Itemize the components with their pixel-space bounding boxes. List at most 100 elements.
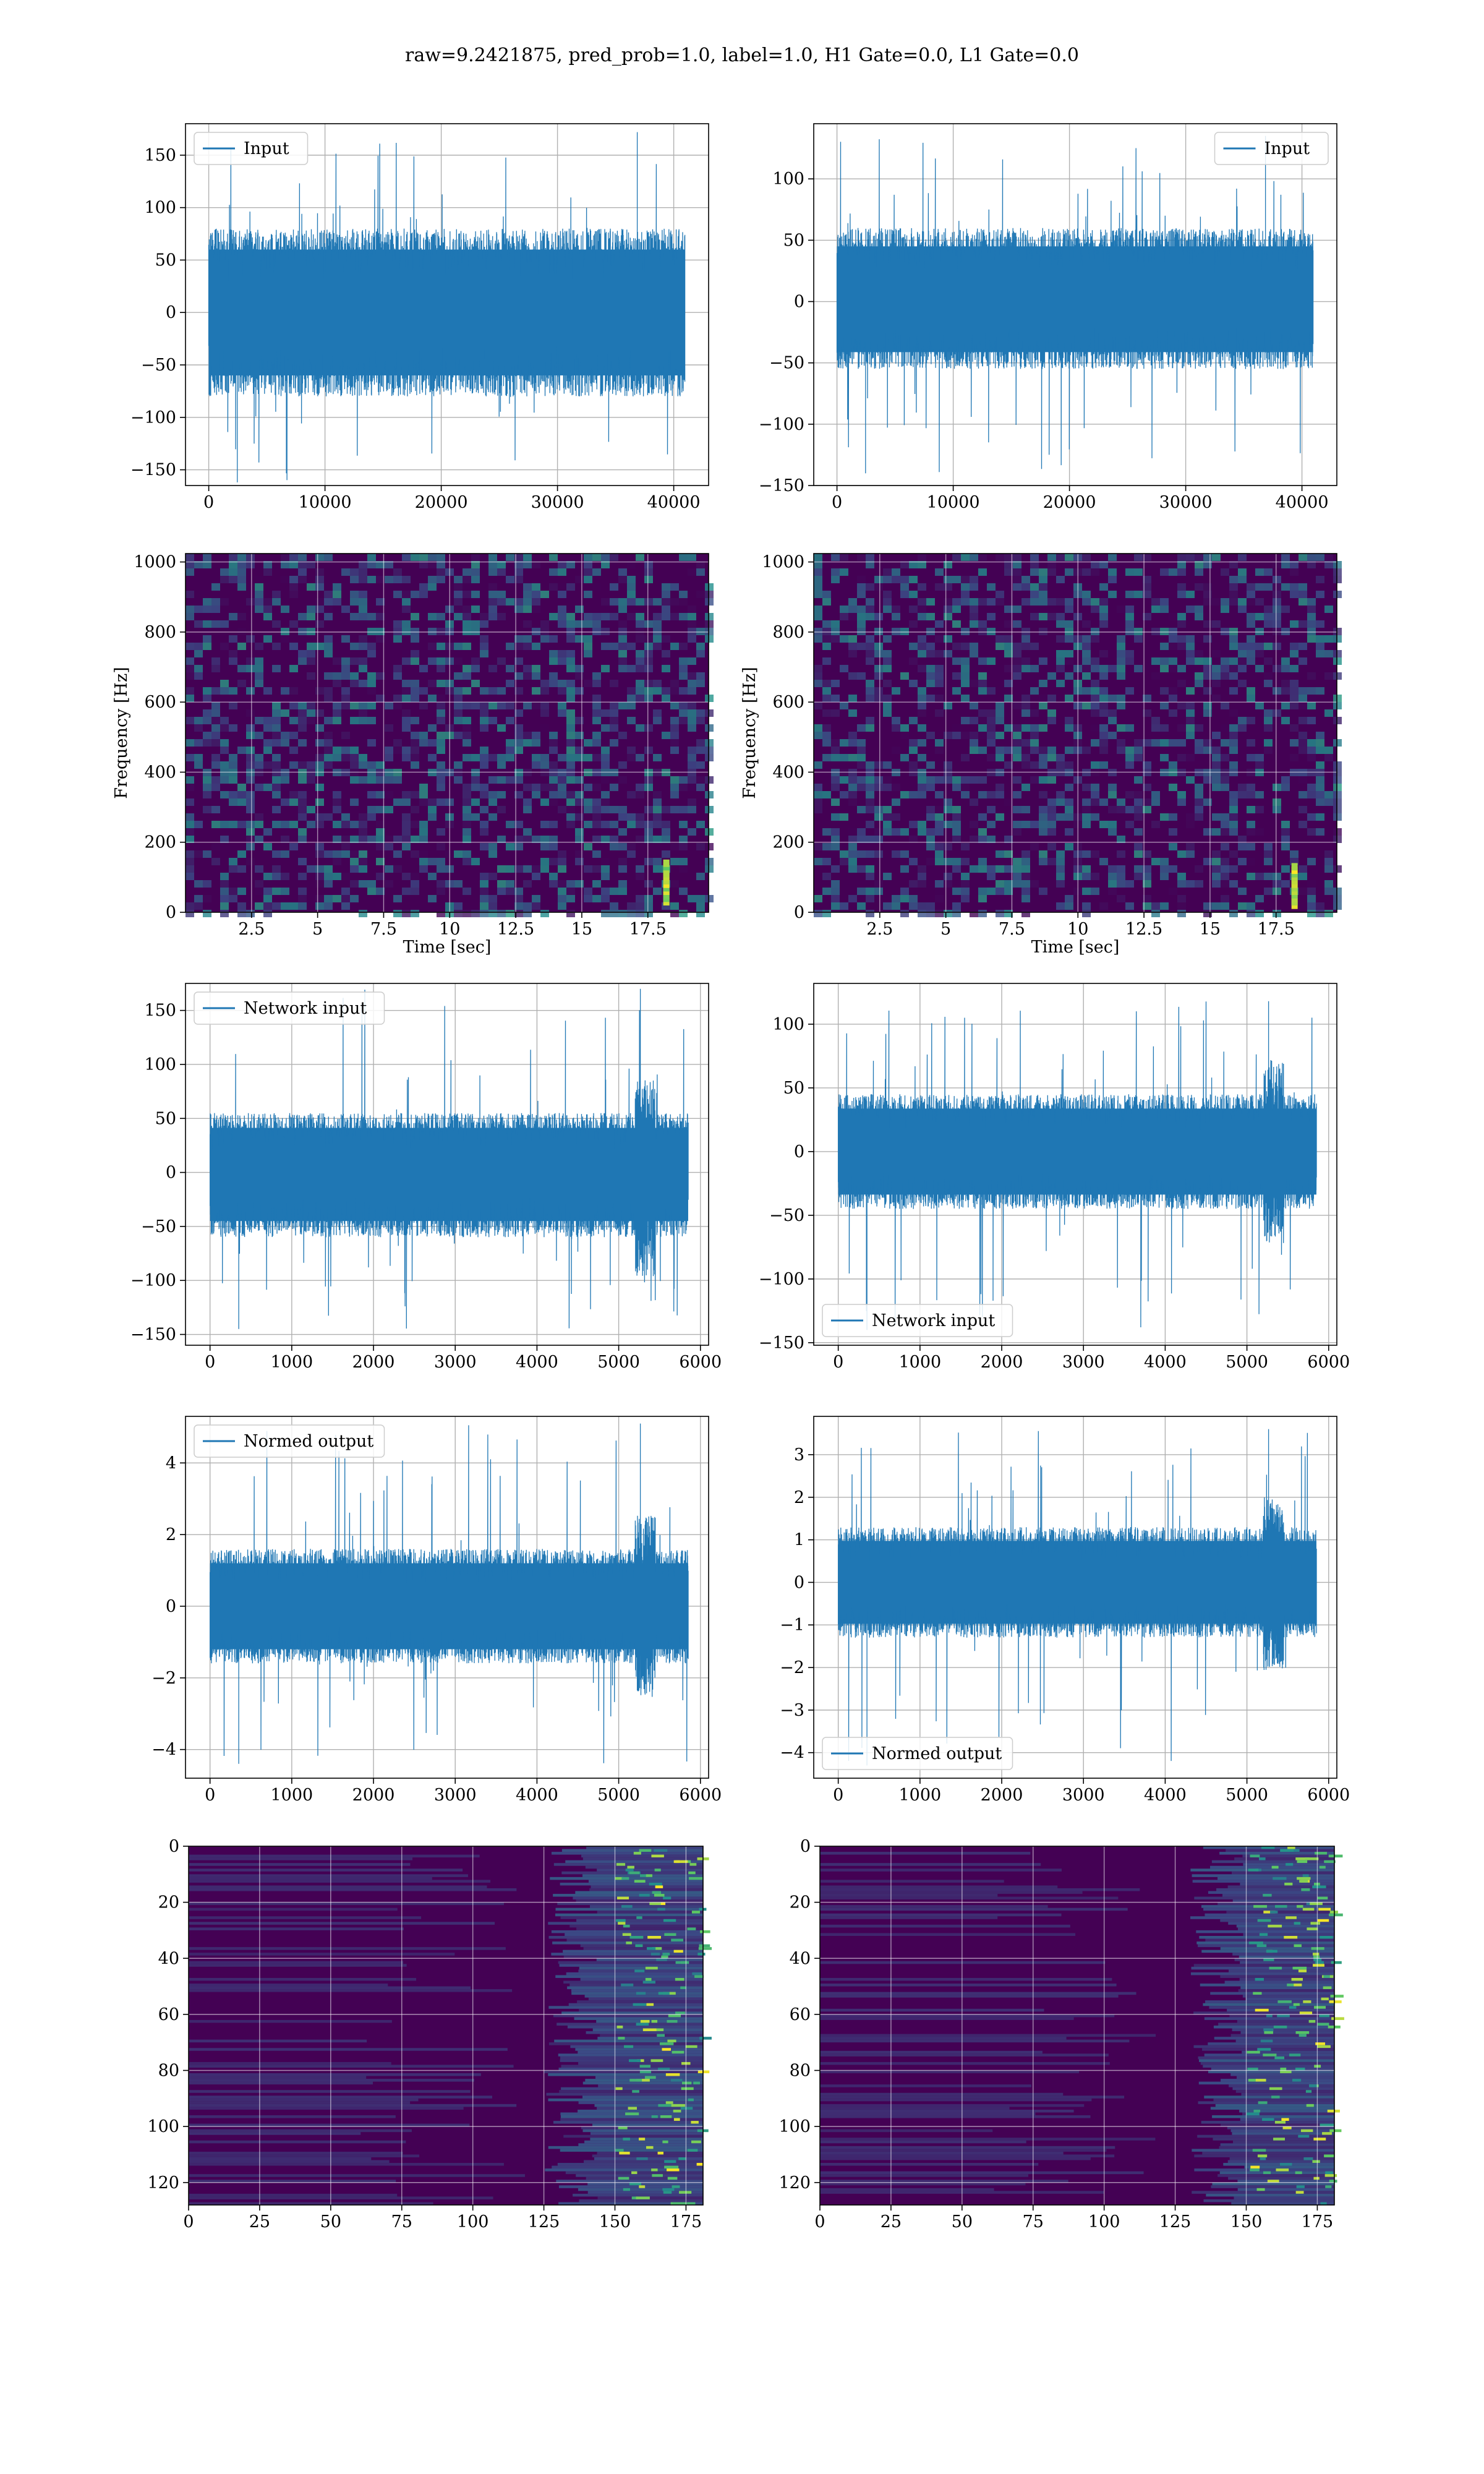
heatmap-cell [220,724,229,732]
heatmap-cell [636,902,644,910]
heatmap-cell [411,791,419,798]
heatmap-cell [688,680,696,687]
heatmap-cell [1082,650,1091,657]
heatmap-cell [307,865,315,873]
heatmap-cell [1221,724,1229,732]
heatmap-cell [978,732,987,739]
heatmap-cell [488,754,497,761]
heatmap-cell [952,813,961,821]
heatmap-row [1231,2202,1334,2205]
x-tick-label: 75 [391,2212,412,2232]
heatmap-row [820,2146,1115,2149]
heatmap-cell [961,665,970,672]
heatmap-cell [1333,561,1342,568]
heatmap-cell [454,695,463,702]
heatmap-cell [463,568,471,576]
heatmap-cell [618,643,627,650]
heatmap-cell [350,836,359,843]
heatmap-cell [679,784,688,791]
heatmap-cell [506,598,514,606]
heatmap-row [1208,1891,1334,1894]
heatmap-cell [1177,643,1186,650]
heatmap-cell [566,821,575,828]
heatmap-cell [566,754,575,761]
heatmap-cell [667,2168,680,2172]
heatmap-cell [523,672,532,680]
heatmap-row [566,1972,703,1975]
heatmap-cell [900,754,909,761]
heatmap-cell [1229,754,1238,761]
heatmap-cell [814,895,822,902]
heatmap-cell [488,873,497,880]
heatmap-cell [883,680,892,687]
heatmap-cell [523,561,532,568]
heatmap-cell [540,836,549,843]
heatmap-cell [454,880,463,888]
heatmap-cell [883,576,892,583]
heatmap-cell [831,880,840,888]
heatmap-cell [514,821,523,828]
heatmap-cell [1099,858,1108,865]
heatmap-cell [1255,702,1264,709]
heatmap-cell [1255,1868,1262,1872]
heatmap-cell [987,865,996,873]
heatmap-cell [523,880,532,888]
heatmap-cell [1065,843,1073,850]
heatmap-cell [1290,583,1298,591]
heatmap-cell [694,1975,704,1978]
heatmap-cell [952,858,961,865]
heatmap-cell [1177,798,1186,806]
heatmap-cell [1195,568,1203,576]
heatmap-cell [840,813,848,821]
heatmap-cell [315,784,324,791]
heatmap-cell [1169,888,1177,895]
heatmap-row [1232,2087,1334,2091]
heatmap-cell [341,657,350,665]
heatmap-row [551,1953,703,1956]
heatmap-cell [1030,687,1039,695]
heatmap-row [820,2017,1074,2020]
heatmap-row [189,1964,407,1967]
heatmap-row [576,1919,703,1922]
heatmap-cell [1311,1947,1324,1950]
heatmap-cell [1039,858,1047,865]
heatmap-cell [814,628,822,635]
y-tick-label: 2 [166,1525,176,1544]
heatmap-cell [549,747,558,754]
heatmap-cell [831,776,840,784]
heatmap-cell [1186,843,1195,850]
heatmap-cell [1195,880,1203,888]
heatmap-cell [532,865,540,873]
panel-normed_l1: 0 1000 2000 3000 4000 5000 6000−4−3−2−10123Nor… [780,1416,1350,1805]
heatmap-cell [1295,2191,1304,2194]
heatmap-cell [558,776,566,784]
heatmap-row [189,2076,367,2079]
heatmap-cell [987,613,996,620]
heatmap-cell [480,747,488,754]
heatmap-cell [944,843,952,850]
heatmap-cell [883,665,892,672]
heatmap-cell [1298,791,1307,798]
heatmap-cell [402,791,411,798]
heatmap-row [590,2132,703,2135]
heatmap-cell [892,717,900,724]
heatmap-cell [186,754,194,761]
y-tick-label: 400 [144,763,176,782]
heatmap-cell [1273,576,1281,583]
heatmap-cell [298,628,307,635]
heatmap-cell [618,576,627,583]
heatmap-cell [1253,2109,1261,2113]
heatmap-cell [1013,568,1021,576]
heatmap-cell [514,568,523,576]
heatmap-row [1199,1936,1334,1939]
heatmap-cell [497,888,506,895]
heatmap-cell [1328,1854,1343,1858]
heatmap-cell [463,702,471,709]
heatmap-cell [385,843,393,850]
heatmap-cell [497,880,506,888]
heatmap-cell [411,591,419,598]
heatmap-cell [918,754,926,761]
heatmap-cell [376,806,385,813]
heatmap-row [1190,1916,1334,1919]
heatmap-row [820,2149,1107,2152]
